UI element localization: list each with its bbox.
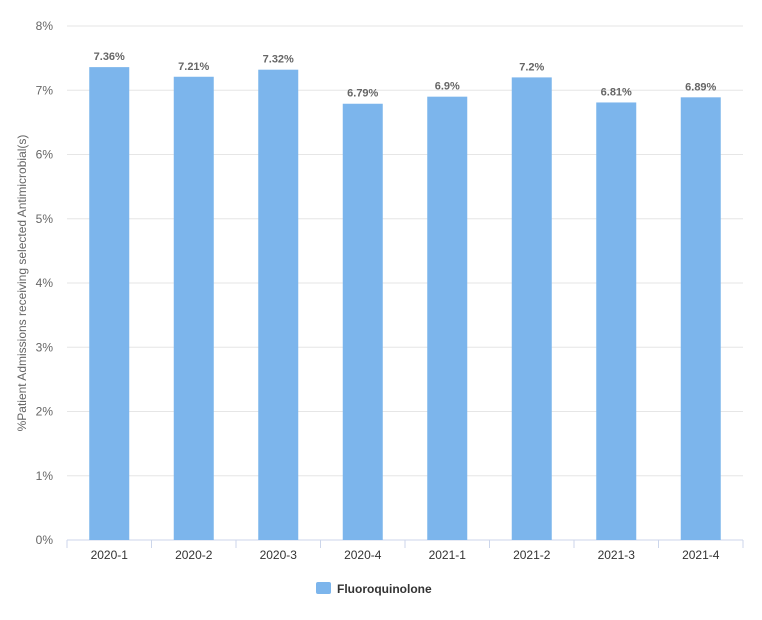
data-label: 7.36% bbox=[94, 51, 125, 63]
y-tick-label: 1% bbox=[36, 469, 54, 483]
data-label: 6.9% bbox=[435, 81, 460, 93]
x-tick-label: 2021-2 bbox=[513, 548, 551, 562]
y-tick-label: 7% bbox=[36, 83, 54, 97]
y-tick-label: 0% bbox=[36, 533, 54, 547]
y-tick-label: 5% bbox=[36, 212, 54, 226]
x-tick-label: 2021-1 bbox=[429, 548, 467, 562]
y-tick-label: 2% bbox=[36, 405, 54, 419]
x-tick-label: 2021-4 bbox=[682, 548, 720, 562]
bar-2021-2[interactable] bbox=[511, 77, 552, 541]
y-tick-label: 6% bbox=[36, 148, 54, 162]
x-tick-label: 2020-3 bbox=[260, 548, 298, 562]
x-tick-label: 2021-3 bbox=[598, 548, 636, 562]
bar-2021-3[interactable] bbox=[596, 102, 637, 541]
y-tick-label: 3% bbox=[36, 340, 54, 354]
grid-lines bbox=[67, 25, 743, 541]
legend-label: Fluoroquinolone bbox=[337, 582, 432, 596]
y-axis-title: %Patient Admissions receiving selected A… bbox=[15, 135, 29, 432]
y-axis-ticks: 0% 1% 2% 3% 4% 5% 6% 7% 8% bbox=[36, 19, 54, 547]
bar-2020-1[interactable] bbox=[89, 67, 130, 541]
data-label: 6.79% bbox=[347, 88, 378, 100]
bar-2020-4[interactable] bbox=[342, 103, 383, 541]
bars bbox=[89, 67, 721, 541]
data-label: 6.89% bbox=[685, 81, 716, 93]
data-label: 7.2% bbox=[519, 61, 544, 73]
legend-swatch bbox=[316, 582, 331, 594]
legend[interactable]: Fluoroquinolone bbox=[316, 582, 432, 596]
bar-2021-1[interactable] bbox=[427, 96, 468, 541]
x-tick-label: 2020-4 bbox=[344, 548, 382, 562]
data-label: 7.32% bbox=[263, 54, 294, 66]
bar-2021-4[interactable] bbox=[680, 97, 721, 540]
y-tick-label: 4% bbox=[36, 276, 54, 290]
data-label: 6.81% bbox=[601, 86, 632, 98]
data-label: 7.21% bbox=[178, 61, 209, 73]
bar-2020-3[interactable] bbox=[258, 69, 299, 540]
bar-2020-2[interactable] bbox=[173, 76, 214, 540]
x-axis-ticks: 2020-1 2020-2 2020-3 2020-4 2021-1 2021-2 2021… bbox=[66, 540, 744, 562]
data-labels: 7.36% 7.21% 7.32% 6.79% 6.9% 7.2% 6.81% 6.89% bbox=[94, 51, 717, 100]
y-tick-label: 8% bbox=[36, 19, 54, 33]
x-tick-label: 2020-2 bbox=[175, 548, 213, 562]
x-tick-label: 2020-1 bbox=[91, 548, 129, 562]
